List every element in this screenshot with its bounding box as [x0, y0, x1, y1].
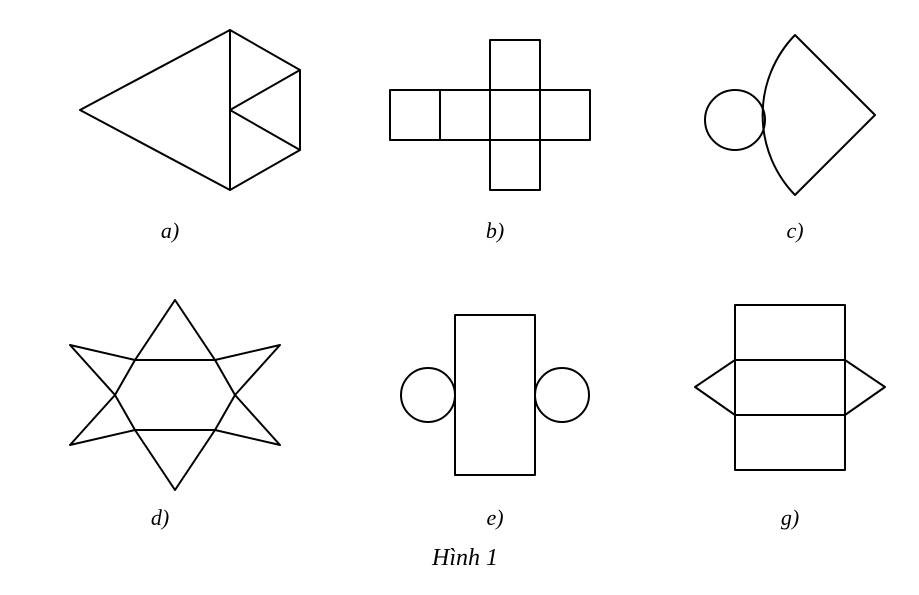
panel-a: [60, 10, 320, 210]
label-d: d): [140, 505, 180, 531]
label-b: b): [475, 218, 515, 244]
net-d-svg: [55, 290, 295, 500]
net-c-svg: [680, 20, 890, 210]
net-g-svg: [665, 285, 905, 500]
net-e-svg: [370, 290, 610, 500]
label-g: g): [770, 505, 810, 531]
panel-g: [665, 285, 905, 500]
panel-c: [680, 20, 890, 210]
net-a-svg: [60, 10, 320, 210]
panel-e: [370, 290, 610, 500]
panel-b: [360, 15, 620, 210]
panel-d: [55, 290, 295, 500]
figure-caption: Hình 1: [405, 545, 525, 572]
label-c: c): [775, 218, 815, 244]
figure-page: a) b) c) d) e) g) Hình 1: [0, 0, 919, 595]
net-b-svg: [360, 15, 620, 210]
label-a: a): [150, 218, 190, 244]
label-e: e): [475, 505, 515, 531]
